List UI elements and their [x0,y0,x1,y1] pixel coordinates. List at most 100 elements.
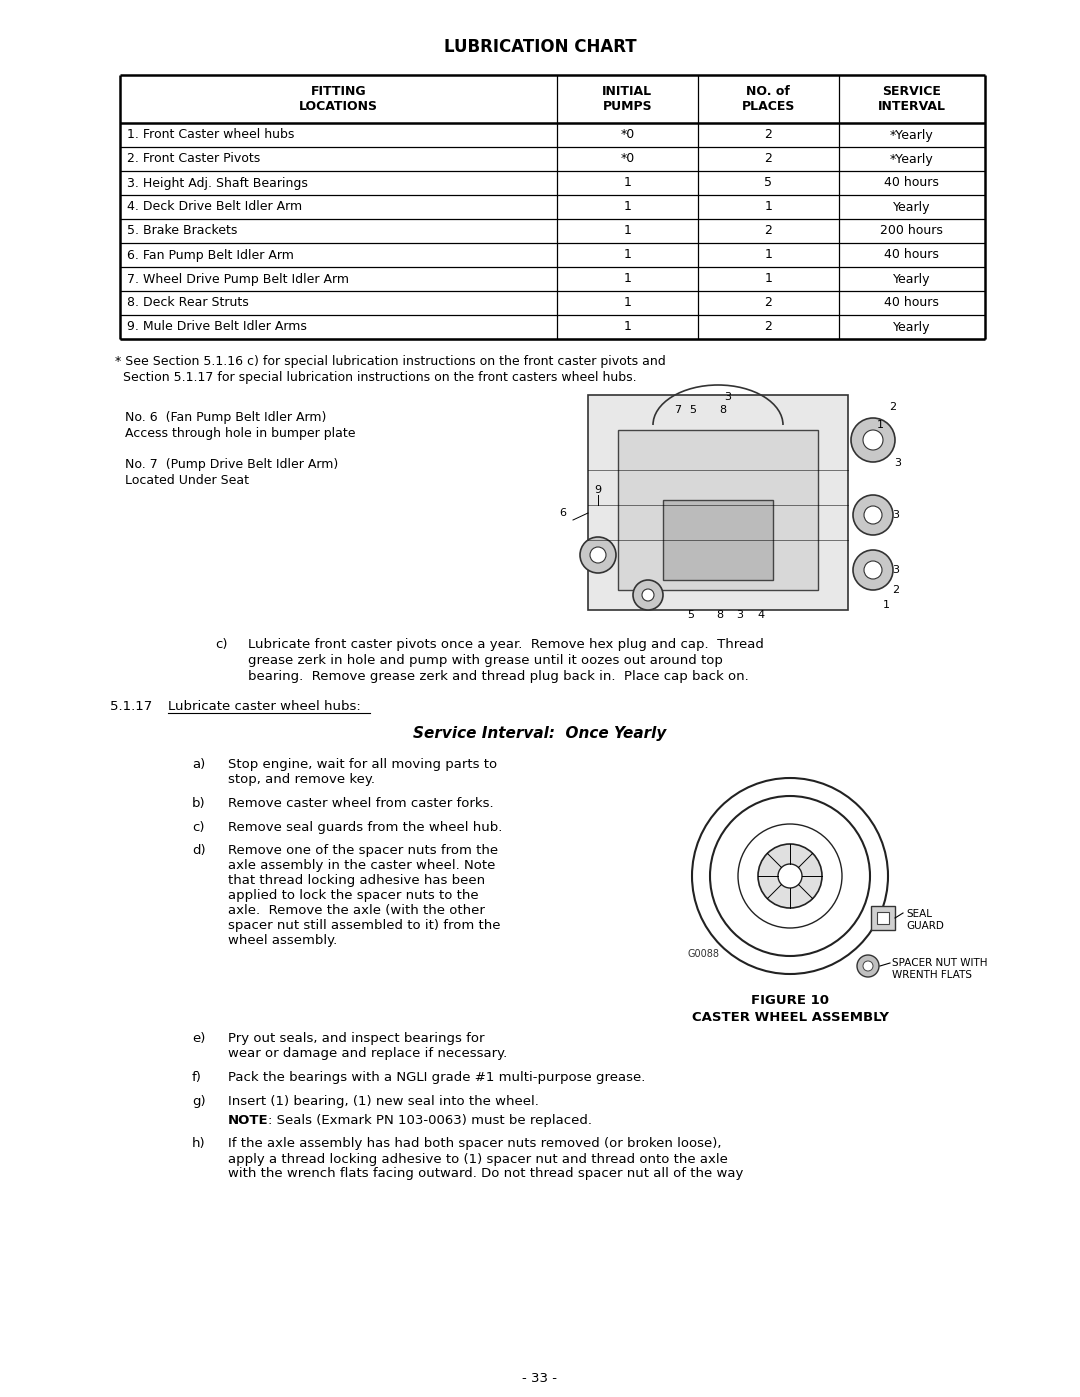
Text: c): c) [192,820,204,834]
Circle shape [853,550,893,590]
Text: *0: *0 [620,129,634,141]
Text: 3: 3 [892,510,900,520]
Circle shape [778,863,802,888]
Text: Remove caster wheel from caster forks.: Remove caster wheel from caster forks. [228,798,494,810]
Text: 2. Front Caster Pivots: 2. Front Caster Pivots [127,152,260,165]
Text: 8: 8 [719,405,727,415]
Text: 1: 1 [623,201,631,214]
Text: 1: 1 [623,320,631,334]
Text: NOTE: NOTE [228,1113,269,1127]
Text: SERVICE
INTERVAL: SERVICE INTERVAL [878,85,946,113]
Text: 40 hours: 40 hours [885,176,940,190]
Text: *0: *0 [620,152,634,165]
Text: *Yearly: *Yearly [890,152,934,165]
Text: SPACER NUT WITH
WRENTH FLATS: SPACER NUT WITH WRENTH FLATS [892,958,987,979]
Circle shape [633,580,663,610]
Circle shape [863,430,883,450]
Text: 1: 1 [877,420,883,430]
Bar [663,500,773,580]
Text: NO. of
PLACES: NO. of PLACES [742,85,795,113]
Text: b): b) [192,798,205,810]
Circle shape [590,548,606,563]
Bar [877,912,889,923]
Text: 2: 2 [765,320,772,334]
Text: 7: 7 [674,405,681,415]
Text: 6: 6 [559,509,567,518]
Text: Stop engine, wait for all moving parts to
stop, and remove key.: Stop engine, wait for all moving parts t… [228,759,497,787]
Text: Located Under Seat: Located Under Seat [125,474,249,488]
Text: Service Interval:  Once Yearly: Service Interval: Once Yearly [414,726,666,740]
Circle shape [858,956,879,977]
Text: c): c) [215,638,228,651]
Text: 1: 1 [882,599,890,610]
Circle shape [738,824,842,928]
Text: 40 hours: 40 hours [885,249,940,261]
Text: bearing.  Remove grease zerk and thread plug back in.  Place cap back on.: bearing. Remove grease zerk and thread p… [248,671,748,683]
Text: Pack the bearings with a NGLI grade #1 multi-purpose grease.: Pack the bearings with a NGLI grade #1 m… [228,1071,646,1084]
Text: Lubricate front caster pivots once a year.  Remove hex plug and cap.  Thread: Lubricate front caster pivots once a yea… [248,638,764,651]
Text: grease zerk in hole and pump with grease until it oozes out around top: grease zerk in hole and pump with grease… [248,654,723,666]
Text: If the axle assembly has had both spacer nuts removed (or broken loose),
apply a: If the axle assembly has had both spacer… [228,1137,743,1180]
Circle shape [863,961,873,971]
Text: 2: 2 [765,129,772,141]
Text: 2: 2 [765,225,772,237]
Text: 1: 1 [623,296,631,310]
Text: FIGURE 10: FIGURE 10 [751,995,829,1007]
Text: 5: 5 [689,405,697,415]
Text: 1. Front Caster wheel hubs: 1. Front Caster wheel hubs [127,129,295,141]
Text: - 33 -: - 33 - [523,1372,557,1384]
Text: 3: 3 [725,393,731,402]
Text: SEAL
GUARD: SEAL GUARD [906,909,944,930]
Text: Remove one of the spacer nuts from the
axle assembly in the caster wheel. Note
t: Remove one of the spacer nuts from the a… [228,844,500,947]
Text: Yearly: Yearly [893,272,931,285]
Circle shape [864,562,882,578]
Text: e): e) [192,1032,205,1045]
Circle shape [710,796,870,956]
Text: 2: 2 [890,402,896,412]
Text: 3: 3 [894,458,902,468]
Circle shape [758,844,822,908]
Text: a): a) [192,759,205,771]
Text: *Yearly: *Yearly [890,129,934,141]
Text: 1: 1 [623,272,631,285]
Text: 5. Brake Brackets: 5. Brake Brackets [127,225,238,237]
Text: CASTER WHEEL ASSEMBLY: CASTER WHEEL ASSEMBLY [691,1011,889,1024]
Text: Remove seal guards from the wheel hub.: Remove seal guards from the wheel hub. [228,820,502,834]
Text: 8: 8 [716,610,724,620]
Text: Lubricate caster wheel hubs:: Lubricate caster wheel hubs: [168,700,361,712]
Text: f): f) [192,1071,202,1084]
Text: 4. Deck Drive Belt Idler Arm: 4. Deck Drive Belt Idler Arm [127,201,302,214]
Text: Insert (1) bearing, (1) new seal into the wheel.: Insert (1) bearing, (1) new seal into th… [228,1094,539,1108]
Text: Yearly: Yearly [893,201,931,214]
Text: 1: 1 [765,201,772,214]
Text: 8. Deck Rear Struts: 8. Deck Rear Struts [127,296,248,310]
Text: h): h) [192,1137,205,1151]
Text: 1: 1 [623,225,631,237]
Circle shape [692,778,888,974]
Text: 3: 3 [892,564,900,576]
Text: 1: 1 [765,249,772,261]
Text: No. 7  (Pump Drive Belt Idler Arm): No. 7 (Pump Drive Belt Idler Arm) [125,458,338,471]
Bar [870,907,895,930]
Text: No. 6  (Fan Pump Belt Idler Arm): No. 6 (Fan Pump Belt Idler Arm) [125,411,326,425]
Text: 5: 5 [688,610,694,620]
Text: 3. Height Adj. Shaft Bearings: 3. Height Adj. Shaft Bearings [127,176,308,190]
Text: 7. Wheel Drive Pump Belt Idler Arm: 7. Wheel Drive Pump Belt Idler Arm [127,272,349,285]
Text: 5: 5 [765,176,772,190]
Circle shape [580,536,616,573]
Text: 1: 1 [623,249,631,261]
Text: 6. Fan Pump Belt Idler Arm: 6. Fan Pump Belt Idler Arm [127,249,294,261]
Circle shape [851,418,895,462]
Text: INITIAL
PUMPS: INITIAL PUMPS [603,85,652,113]
Text: 5.1.17: 5.1.17 [110,700,161,712]
Text: 2: 2 [765,152,772,165]
Text: 2: 2 [765,296,772,310]
Text: Pry out seals, and inspect bearings for
wear or damage and replace if necessary.: Pry out seals, and inspect bearings for … [228,1032,508,1060]
Text: 3: 3 [737,610,743,620]
Text: LUBRICATION CHART: LUBRICATION CHART [444,38,636,56]
Text: FITTING
LOCATIONS: FITTING LOCATIONS [299,85,378,113]
Bar [618,430,818,590]
Text: 9: 9 [594,485,602,495]
Text: Section 5.1.17 for special lubrication instructions on the front casters wheel h: Section 5.1.17 for special lubrication i… [114,372,636,384]
Text: d): d) [192,844,205,856]
